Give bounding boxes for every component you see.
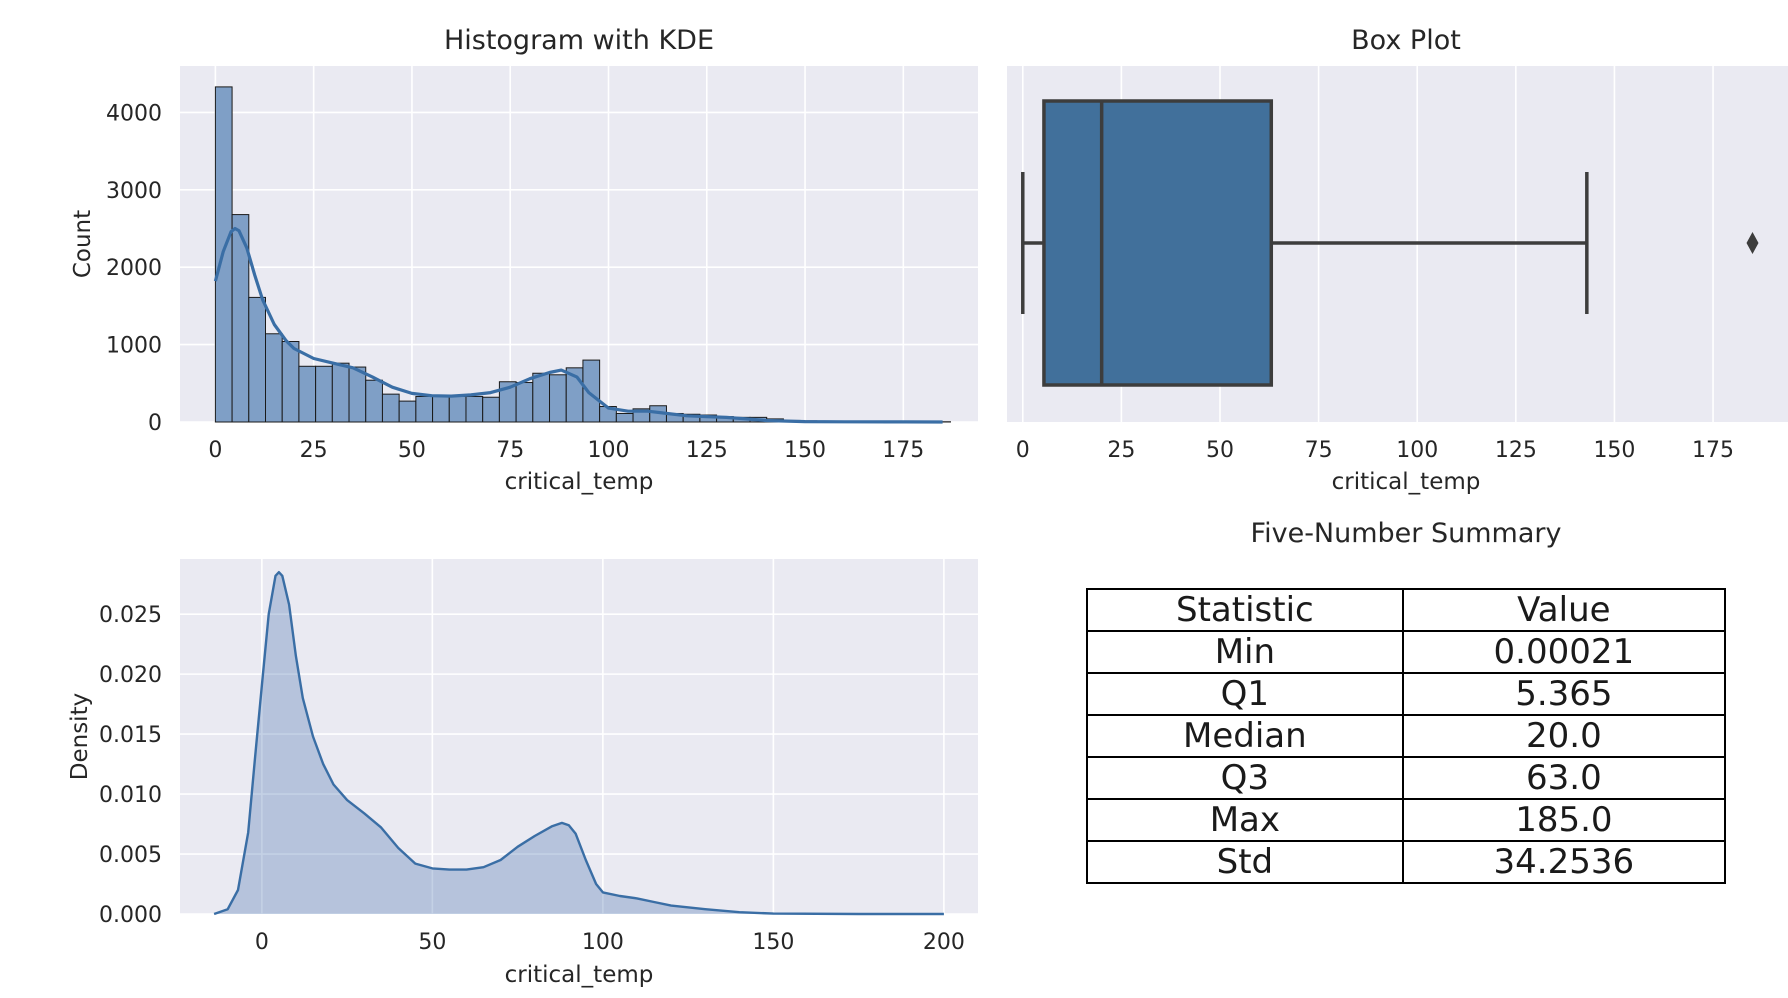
table-cell-statistic: Q1 [1087,673,1403,715]
x-tick-label: 25 [1107,438,1135,463]
table-cell-value: 5.365 [1403,673,1725,715]
y-tick-label: 3000 [106,179,162,204]
x-tick-label: 25 [300,438,328,463]
histogram-bar [483,397,500,422]
summary-table: Statistic Value Min 0.00021 Q1 5.365 Med… [1086,588,1726,884]
x-tick-label: 0 [255,930,269,955]
summary-table-header-value: Value [1403,589,1725,631]
y-tick-label: 0.020 [99,663,162,688]
histogram-bar [550,375,567,422]
x-tick-label: 150 [1593,438,1635,463]
histogram-bar [282,342,299,422]
histogram-bar [449,396,466,422]
table-cell-statistic: Std [1087,841,1403,883]
table-cell-statistic: Median [1087,715,1403,757]
x-tick-label: 50 [418,930,446,955]
y-tick-label: 0.000 [99,903,162,928]
x-tick-label: 150 [752,930,794,955]
summary-table-title: Five-Number Summary [1251,518,1562,549]
y-tick-label: 2000 [106,256,162,281]
table-row: Max 185.0 [1087,799,1725,841]
y-axis-label: Density [67,693,93,780]
x-tick-label: 175 [1692,438,1734,463]
x-tick-label: 100 [1396,438,1438,463]
x-tick-label: 125 [1495,438,1537,463]
histogram-bar [399,401,416,422]
x-tick-label: 75 [496,438,524,463]
table-cell-value: 34.2536 [1403,841,1725,883]
histogram-bar [249,297,266,422]
summary-table-header-statistic: Statistic [1087,589,1403,631]
x-tick-label: 200 [923,930,965,955]
histogram-bar [366,380,383,422]
x-axis-label: critical_temp [505,469,654,495]
x-tick-label: 100 [582,930,624,955]
x-tick-label: 175 [882,438,924,463]
x-tick-label: 75 [1305,438,1333,463]
y-tick-label: 0.005 [99,843,162,868]
table-row: Q1 5.365 [1087,673,1725,715]
histogram-bar [466,396,483,422]
histogram-bar [583,360,600,422]
x-tick-label: 50 [1206,438,1234,463]
y-tick-label: 0 [148,411,162,436]
x-tick-label: 100 [587,438,629,463]
interquartile-box [1044,101,1271,385]
histogram-bar [299,366,316,422]
histogram-bar [533,373,550,422]
y-tick-label: 0.010 [99,783,162,808]
table-row: Median 20.0 [1087,715,1725,757]
table-row: Std 34.2536 [1087,841,1725,883]
y-tick-label: 1000 [106,334,162,359]
x-tick-label: 150 [784,438,826,463]
histogram-bar [382,394,399,422]
table-cell-value: 0.00021 [1403,631,1725,673]
histogram-bar [349,367,366,422]
chart-title: Box Plot [1351,25,1461,56]
y-axis-label: Count [70,210,96,278]
x-tick-label: 0 [208,438,222,463]
table-row: Q3 63.0 [1087,757,1725,799]
histogram-bar [516,383,533,422]
histogram-bar [616,413,633,422]
density-chart: 0 50 100 150 200 0.000 0.005 0.010 0.015 0.020 0.0… [67,559,978,988]
table-cell-value: 185.0 [1403,799,1725,841]
x-tick-label: 125 [686,438,728,463]
histogram-bar [433,396,450,422]
histogram-bar [416,396,433,422]
table-cell-statistic: Min [1087,631,1403,673]
table-cell-statistic: Max [1087,799,1403,841]
table-row: Min 0.00021 [1087,631,1725,673]
histogram-bar [316,366,333,422]
chart-title: Histogram with KDE [444,25,714,56]
histogram-bar [332,363,349,422]
x-tick-label: 50 [398,438,426,463]
x-axis-label: critical_temp [1332,469,1481,495]
table-cell-statistic: Q3 [1087,757,1403,799]
histogram-bar [266,334,283,422]
box-plot-chart: 0 25 50 75 100 125 150 175 Box Plot critical_temp [1007,25,1788,495]
y-tick-label: 0.025 [99,603,162,628]
y-tick-label: 0.015 [99,723,162,748]
histogram-chart: 0 25 50 75 100 125 150 175 0 1000 2000 3000 4000 Hist… [70,25,978,495]
table-cell-value: 20.0 [1403,715,1725,757]
summary-table-container: Statistic Value Min 0.00021 Q1 5.365 Med… [1086,588,1726,884]
x-tick-label: 0 [1016,438,1030,463]
x-axis-label: critical_temp [505,962,654,988]
summary-table-header-row: Statistic Value [1087,589,1725,631]
y-tick-label: 4000 [106,101,162,126]
table-cell-value: 63.0 [1403,757,1725,799]
